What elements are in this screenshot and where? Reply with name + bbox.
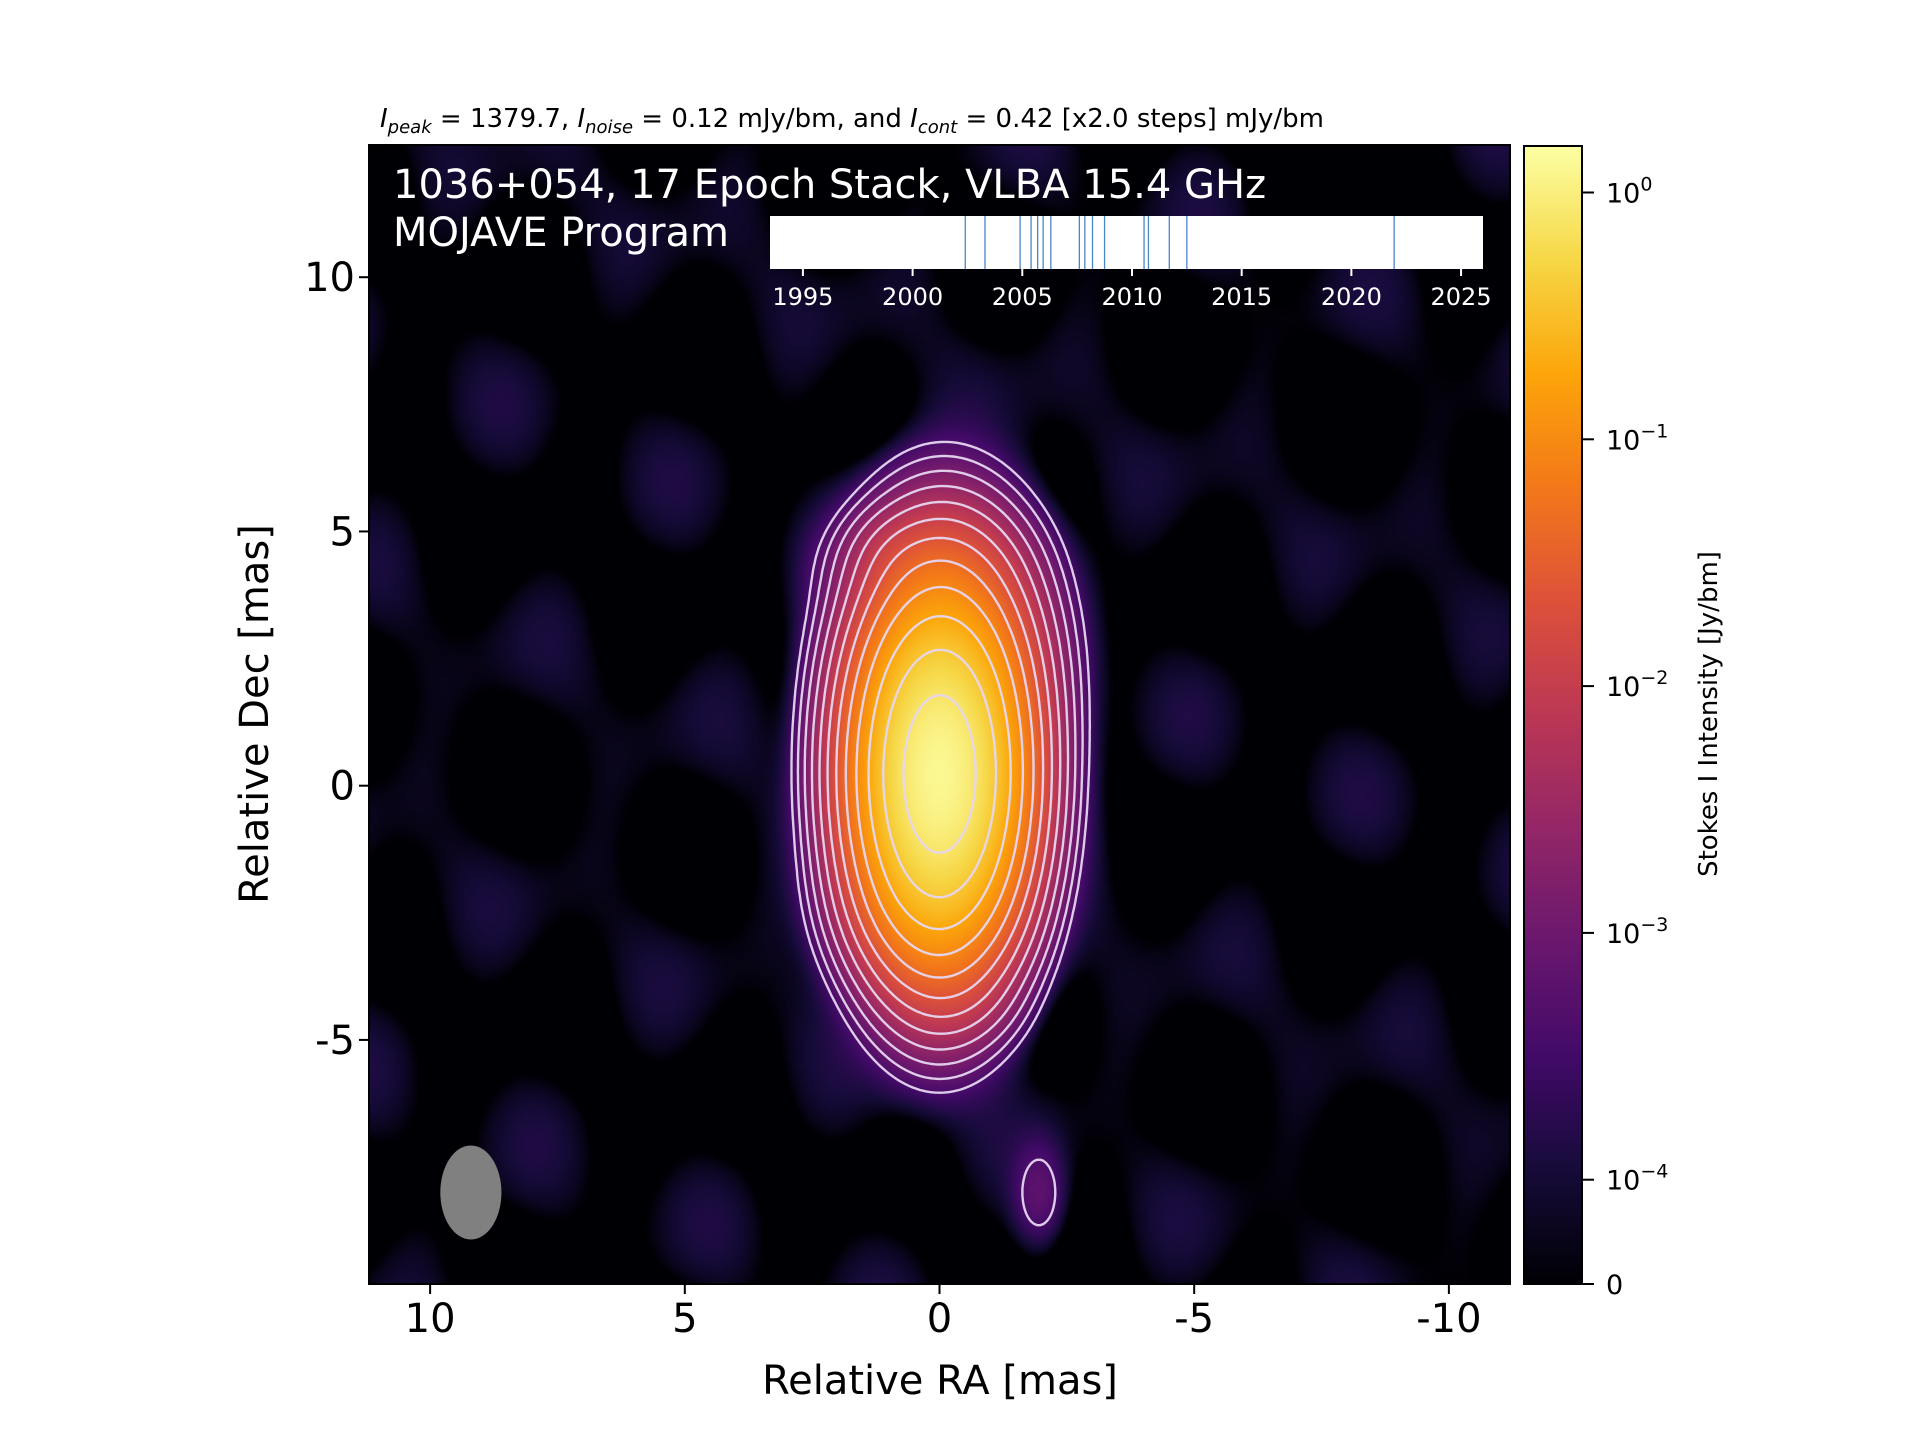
peak-symbol: I [380, 104, 388, 134]
contour-level-9 [855, 585, 1025, 957]
cont-value: = 0.42 [x2.0 steps] mJy/bm [957, 104, 1324, 134]
timeline-tick-label: 2025 [1431, 283, 1492, 311]
epoch-timeline-lines [964, 216, 1395, 269]
colorbar-ticks: 100 10−1 10−2 10−3 10−4 0 [1582, 173, 1668, 1301]
chart-title-line2: MOJAVE Program [393, 210, 729, 256]
contour-level-10 [867, 615, 1012, 931]
contour-level-12 [902, 694, 977, 854]
x-tick-label: 10 [405, 1296, 456, 1342]
contour-level-2 [796, 454, 1084, 1081]
timeline-tick-label: 2010 [1101, 283, 1162, 311]
noise-subscript: noise [585, 117, 633, 138]
noise-symbol: I [577, 104, 585, 134]
header-stats: Ipeak = 1379.7, Inoise = 0.12 mJy/bm, an… [380, 104, 1324, 138]
y-tick-label: 10 [304, 255, 355, 301]
intensity-map [369, 145, 1510, 1284]
timeline-tick-label: 2020 [1321, 283, 1382, 311]
x-tick-label: -10 [1416, 1296, 1481, 1342]
peak-value: = 1379.7, [432, 104, 578, 134]
epoch-timeline-axis: 1995 2000 2005 2010 2015 2020 2025 [772, 269, 1492, 311]
x-axis-label: Relative RA [mas] [762, 1358, 1118, 1404]
cont-symbol: I [910, 104, 918, 134]
colorbar-tick-label: 10−4 [1606, 1161, 1668, 1197]
contour-level-11 [882, 648, 998, 899]
timeline-tick-label: 2015 [1211, 283, 1272, 311]
colorbar-tick-label: 10−2 [1606, 667, 1668, 703]
timeline-tick-label: 1995 [772, 283, 833, 311]
timeline-tick-label: 2005 [992, 283, 1053, 311]
y-axis-ticks: 10 5 0 -5 [304, 255, 369, 1064]
colorbar [1523, 145, 1583, 1285]
contour-level-7 [835, 536, 1045, 1000]
timeline-tick-label: 2000 [882, 283, 943, 311]
contour-level-4 [810, 484, 1070, 1051]
colorbar-tick-label: 10−1 [1606, 420, 1668, 456]
peak-subscript: peak [387, 117, 434, 138]
contour-level-8 [844, 559, 1035, 979]
contour-level-3 [803, 469, 1077, 1066]
x-axis-ticks: 10 5 0 -5 -10 [405, 1284, 1482, 1342]
contour-level-6 [826, 517, 1054, 1018]
colorbar-tick-label: 100 [1606, 173, 1652, 209]
contour-level-1 [790, 440, 1091, 1227]
y-tick-label: 0 [330, 764, 355, 810]
x-tick-label: 5 [672, 1296, 697, 1342]
epoch-timeline-box [770, 216, 1483, 269]
contour-level-5 [818, 500, 1062, 1035]
beam-ellipse [440, 1145, 502, 1240]
y-tick-label: -5 [315, 1018, 355, 1064]
cont-subscript: cont [918, 117, 958, 138]
y-axis-label: Relative Dec [mas] [232, 524, 278, 904]
x-tick-label: -5 [1174, 1296, 1214, 1342]
y-tick-label: 5 [330, 509, 355, 555]
x-tick-label: 0 [927, 1296, 952, 1342]
contour-layer [790, 440, 1091, 1227]
colorbar-label: Stokes I Intensity [Jy/bm] [1694, 551, 1724, 877]
colorbar-tick-label: 10−3 [1606, 914, 1668, 950]
colorbar-tick-label: 0 [1606, 1270, 1623, 1301]
chart-title-line1: 1036+054, 17 Epoch Stack, VLBA 15.4 GHz [393, 162, 1266, 208]
noise-value: = 0.12 mJy/bm, and [633, 104, 910, 134]
